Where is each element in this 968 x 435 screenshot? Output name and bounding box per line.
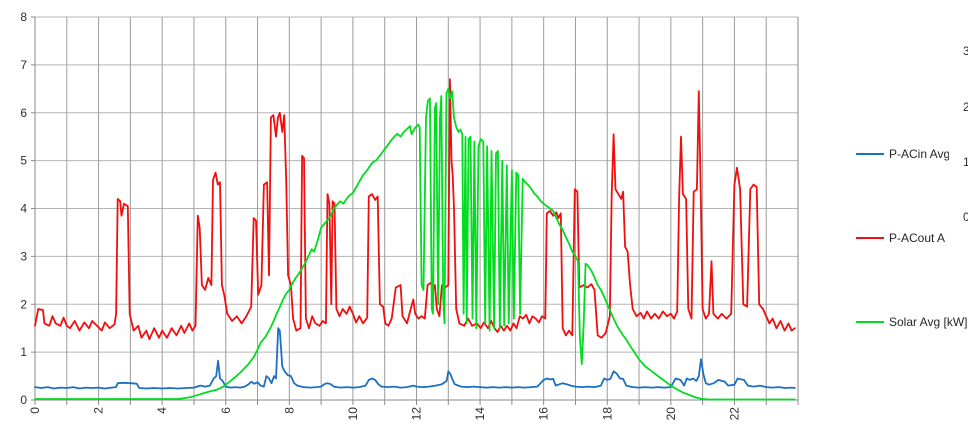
y-tick-label: 0 [20,393,27,407]
y-tick-label: 8 [20,10,27,24]
clipped-axis-digit: 3 [963,44,968,58]
legend-line-sample [856,153,884,155]
x-tick-label: 4 [155,407,169,414]
series-line-p-acout-a [34,78,796,341]
x-tick-label: 20 [664,407,678,421]
x-tick-label: 16 [537,407,551,421]
y-tick-label: 3 [20,249,27,263]
legend-label: Solar Avg [kW] [889,315,968,329]
series-line-solar-avg-kw- [34,87,796,401]
x-tick-label: 2 [92,407,106,414]
clipped-axis-digit: 2 [963,100,968,114]
x-tick-label: 0 [28,407,42,414]
y-tick-label: 4 [20,202,27,216]
series-line-p-acin-avg [34,327,796,390]
x-tick-label: 12 [410,407,424,421]
y-tick-label: 2 [20,297,27,311]
clipped-axis-digit: 1 [963,155,968,169]
y-tick-label: 7 [20,58,27,72]
x-tick-label: 8 [282,407,296,414]
legend-item-1[interactable]: P-ACin Avg [856,147,949,161]
x-tick-label: 14 [473,407,487,421]
legend-line-sample [856,321,884,323]
legend-label: P-ACout A [889,231,946,245]
legend-item-3[interactable]: Solar Avg [kW] [856,315,967,329]
x-tick-label: 6 [219,407,233,414]
legend-item-2[interactable]: P-ACout A [856,231,945,245]
x-tick-label: 22 [727,407,741,421]
y-tick-label: 1 [20,345,27,359]
y-tick-label: 5 [20,154,27,168]
legend-line-sample [856,237,884,239]
x-tick-label: 18 [600,407,614,421]
y-tick-label: 6 [20,106,27,120]
legend-label: P-ACin Avg [889,147,949,161]
clipped-axis-digit: 0 [963,210,968,224]
x-tick-label: 10 [346,407,360,421]
